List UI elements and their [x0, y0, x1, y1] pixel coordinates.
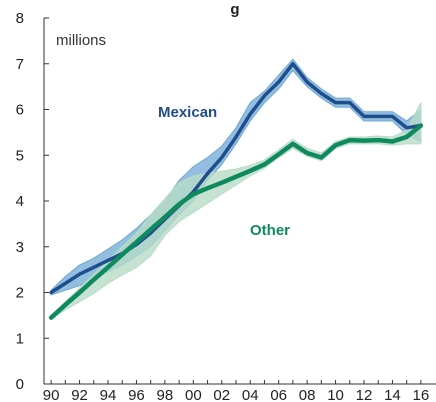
chart-title: g	[230, 1, 239, 18]
series-lines	[48, 62, 424, 320]
y-tick-label: 1	[16, 330, 24, 347]
x-tick-label: 14	[384, 387, 401, 402]
x-tick-label: 16	[413, 387, 430, 402]
series-line-other	[48, 123, 424, 320]
units-label: millions	[56, 32, 106, 49]
x-tick-label: 94	[100, 387, 117, 402]
x-tick-label: 12	[356, 387, 373, 402]
y-tick-label: 4	[16, 193, 24, 210]
x-ticks: 90 92 94 96 98 00 02 04 06 08 10 12 14 16	[43, 380, 429, 402]
y-tick-label: 3	[16, 239, 24, 256]
y-tick-label: 8	[16, 10, 24, 27]
x-tick-label: 96	[128, 387, 145, 402]
x-tick-label: 92	[71, 387, 88, 402]
y-ticks: 0 1 2 3 4 5 6 7 8	[16, 10, 49, 393]
x-tick-label: 04	[242, 387, 259, 402]
series-label-other: Other	[250, 222, 290, 239]
series-line-mexican	[49, 62, 423, 295]
y-tick-label: 2	[16, 285, 24, 302]
y-tick-label: 6	[16, 102, 24, 119]
x-tick-label: 06	[270, 387, 287, 402]
y-tick-label: 0	[16, 376, 24, 393]
confidence-bands	[50, 58, 422, 320]
x-tick-label: 90	[43, 387, 60, 402]
x-tick-label: 98	[157, 387, 174, 402]
x-tick-label: 02	[213, 387, 230, 402]
x-tick-label: 08	[299, 387, 316, 402]
x-tick-label: 00	[185, 387, 202, 402]
band-other	[50, 102, 422, 320]
y-tick-label: 7	[16, 56, 24, 73]
x-tick-label: 10	[327, 387, 344, 402]
y-tick-label: 5	[16, 147, 24, 164]
series-label-mexican: Mexican	[158, 104, 217, 121]
